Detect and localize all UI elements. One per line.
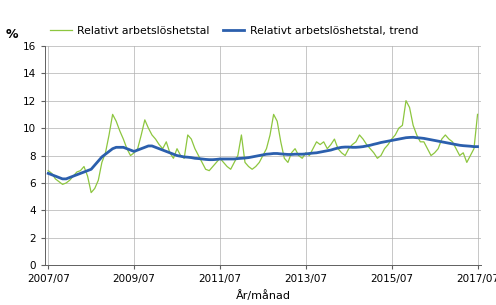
- Relativt arbetslöshetstal, trend: [60, 177, 65, 181]
- Relativt arbetslöshetstal, trend: [317, 150, 323, 154]
- Relativt arbetslöshetstal: [475, 113, 481, 116]
- Relativt arbetslöshetstal: [403, 99, 409, 102]
- Relativt arbetslöshetstal: [92, 187, 98, 190]
- Relativt arbetslöshetstal, trend: [149, 144, 155, 148]
- Relativt arbetslöshetstal: [231, 160, 237, 164]
- Relativt arbetslöshetstal, trend: [231, 157, 237, 161]
- Relativt arbetslöshetstal: [317, 143, 323, 146]
- Relativt arbetslöshetstal: [88, 191, 94, 195]
- Legend: Relativt arbetslöshetstal, Relativt arbetslöshetstal, trend: Relativt arbetslöshetstal, Relativt arbe…: [50, 26, 418, 36]
- Relativt arbetslöshetstal: [339, 151, 345, 155]
- Relativt arbetslöshetstal: [453, 147, 459, 151]
- Relativt arbetslöshetstal, trend: [45, 171, 51, 175]
- Line: Relativt arbetslöshetstal: Relativt arbetslöshetstal: [48, 101, 478, 193]
- Relativt arbetslöshetstal, trend: [475, 145, 481, 149]
- Relativt arbetslöshetstal, trend: [339, 145, 345, 149]
- Relativt arbetslöshetstal, trend: [453, 143, 459, 146]
- Relativt arbetslöshetstal: [45, 169, 51, 173]
- Text: %: %: [5, 28, 18, 41]
- Relativt arbetslöshetstal, trend: [410, 135, 416, 139]
- Relativt arbetslöshetstal, trend: [92, 163, 98, 167]
- Relativt arbetslöshetstal: [149, 133, 155, 137]
- X-axis label: År/månad: År/månad: [236, 290, 290, 301]
- Line: Relativt arbetslöshetstal, trend: Relativt arbetslöshetstal, trend: [48, 137, 478, 179]
